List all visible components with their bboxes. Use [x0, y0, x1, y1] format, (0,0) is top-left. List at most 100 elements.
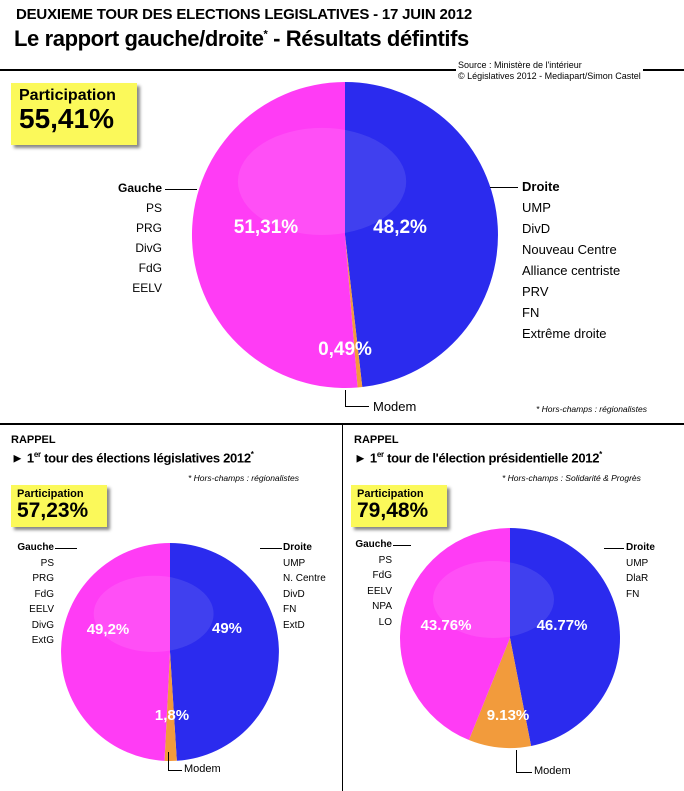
left-droite-item: FN — [283, 604, 297, 615]
main-participation-value: 55,41% — [19, 103, 114, 134]
right-subtitle-b: tour de l'élection présidentielle 2012 — [383, 450, 600, 466]
left-subtitle-star: * — [250, 450, 254, 459]
left-droite-item: N. Centre — [283, 573, 326, 584]
right-gauche-title: Gauche — [355, 539, 392, 550]
main-gauche-tick — [165, 189, 197, 190]
right-modem-label: Modem — [534, 765, 571, 777]
left-subtitle-sup: er — [33, 450, 41, 459]
pie-label-gauche: 43.76% — [421, 617, 472, 634]
left-droite-tick — [260, 548, 282, 549]
main-gauche-item: FdG — [138, 261, 162, 275]
source-text: Source : Ministère de l'intérieur — [458, 60, 582, 70]
right-subtitle-a: ► 1 — [354, 450, 377, 466]
main-droite-item: UMP — [522, 200, 551, 215]
main-droite-item: FN — [522, 305, 540, 320]
main-pie-chart: 48,2% 0,49% 51,31% — [191, 81, 498, 389]
right-subtitle: ► 1er tour de l'élection présidentielle … — [354, 450, 602, 465]
right-droite-tick — [604, 548, 624, 549]
left-modem-label: Modem — [184, 763, 221, 775]
left-modem-leader — [168, 752, 169, 770]
top-divider — [0, 69, 684, 71]
right-droite-legend: Droite UMP DlaR FN — [626, 540, 682, 602]
right-gauche-item: NPA — [372, 601, 392, 612]
left-gauche-item: EELV — [29, 604, 54, 615]
pie-label-modem: 1,8% — [155, 707, 189, 724]
left-gauche-item: PRG — [32, 573, 54, 584]
right-droite-item: UMP — [626, 557, 649, 569]
main-gauche-item: PS — [145, 201, 162, 215]
main-modem-tick — [345, 406, 369, 407]
left-gauche-tick — [55, 548, 77, 549]
right-modem-leader — [516, 750, 517, 772]
left-participation-box: Participation 57,23% — [11, 485, 107, 527]
right-rappel: RAPPEL — [354, 434, 399, 446]
left-droite-item: DivD — [283, 588, 305, 600]
right-gauche-tick — [393, 545, 411, 546]
middle-divider — [0, 423, 684, 425]
right-gauche-item: FdG — [372, 570, 392, 581]
right-gauche-legend: Gauche PS FdG EELV NPA LO — [344, 537, 392, 630]
left-subtitle: ► 1er tour des élections législatives 20… — [11, 450, 254, 465]
pie-label-modem: 9.13% — [487, 707, 530, 724]
right-note: * Hors-champs : Solidarité & Progrès — [502, 473, 641, 483]
right-participation-box: Participation 79,48% — [351, 485, 447, 527]
source-block: Source : Ministère de l'intérieur © Légi… — [456, 60, 643, 82]
right-gauche-item: EELV — [367, 585, 392, 597]
main-droite-item: Nouveau Centre — [522, 242, 617, 257]
main-droite-item: Alliance centriste — [522, 263, 621, 278]
main-title: Le rapport gauche/droite* - Résultats dé… — [14, 26, 469, 52]
left-gauche-item: FdG — [34, 588, 54, 600]
overline-title: DEUXIEME TOUR DES ELECTIONS LEGISLATIVES… — [16, 6, 473, 23]
left-note: * Hors-champs : régionalistes — [188, 473, 300, 483]
left-pie-chart: 49% 1,8% 49,2% — [61, 543, 279, 761]
left-droite-item: ExtD — [283, 619, 305, 631]
main-participation-box: Participation 55,41% — [11, 83, 137, 145]
credit-text: © Législatives 2012 - Mediapart/Simon Ca… — [458, 71, 641, 81]
left-subtitle-a: ► 1 — [11, 450, 34, 466]
main-title-rest: - Résultats défintifs — [267, 26, 469, 51]
right-participation-value: 79,48% — [357, 499, 429, 522]
pie-label-modem: 0,49% — [318, 339, 372, 360]
pie-highlight — [433, 561, 554, 638]
left-gauche-item: ExtG — [31, 635, 54, 646]
left-gauche-legend: Gauche PS PRG FdG EELV DivG ExtG — [6, 540, 54, 649]
pie-slice-droite — [510, 528, 621, 746]
right-subtitle-sup: er — [376, 450, 384, 459]
left-subtitle-b: tour des élections législatives 2012 — [40, 450, 251, 466]
right-pie-chart: 46.77% 9.13% 43.76% — [400, 528, 621, 748]
left-droite-title: Droite — [283, 542, 312, 553]
right-subtitle-star: * — [599, 450, 602, 459]
main-gauche-item: PRG — [135, 221, 162, 235]
left-rappel: RAPPEL — [11, 434, 56, 446]
right-gauche-item: LO — [378, 616, 392, 628]
main-modem-leader — [345, 390, 346, 406]
pie-slice-modem — [468, 638, 532, 748]
pie-highlight — [93, 575, 214, 652]
main-modem-label: Modem — [373, 399, 417, 414]
left-participation-label: Participation — [17, 488, 84, 500]
pie-slice-gauche — [61, 543, 170, 761]
pie-highlight — [237, 127, 407, 235]
left-droite-item: UMP — [283, 557, 306, 569]
main-gauche-item: EELV — [132, 281, 162, 295]
main-gauche-legend: Gauche PS PRG DivG FdG EELV — [100, 178, 162, 298]
main-title-text: Le rapport gauche/droite — [14, 26, 264, 51]
left-gauche-item: DivG — [31, 619, 54, 631]
pie-label-droite: 49% — [212, 620, 242, 637]
left-modem-tick — [168, 770, 182, 771]
main-droite-title: Droite — [522, 179, 560, 194]
main-gauche-item: DivG — [135, 241, 162, 255]
left-participation-value: 57,23% — [17, 499, 89, 522]
pie-slice-droite — [345, 82, 498, 388]
right-droite-item: DlaR — [626, 573, 649, 584]
pie-slice-droite — [170, 543, 279, 761]
pie-slice-modem — [345, 235, 363, 388]
right-gauche-item: PS — [378, 554, 392, 566]
main-footnote: * Hors-champs : régionalistes — [536, 404, 648, 414]
pie-slice-gauche — [191, 81, 358, 389]
main-droite-item: DivD — [522, 221, 551, 236]
main-participation-label: Participation — [19, 87, 116, 104]
left-droite-legend: Droite UMP N. Centre DivD FN ExtD — [283, 540, 343, 633]
pie-slice-modem — [164, 652, 177, 761]
main-gauche-title: Gauche — [117, 181, 162, 195]
